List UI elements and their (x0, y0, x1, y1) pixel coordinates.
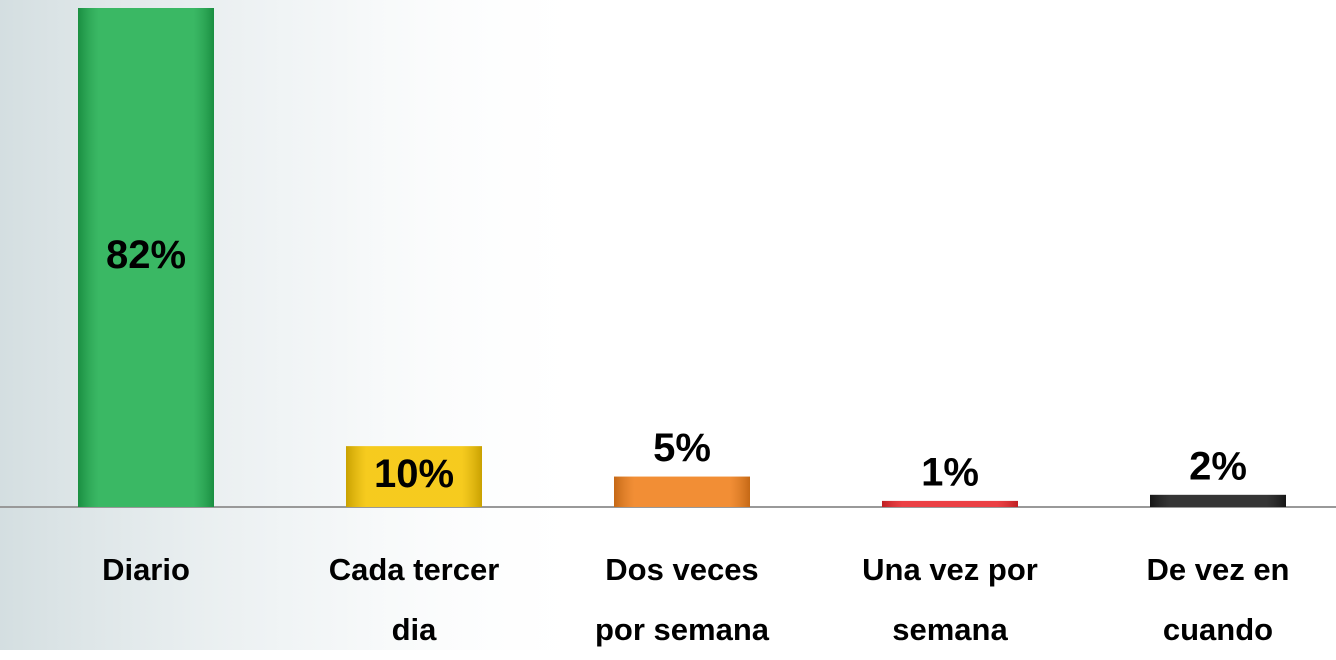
bar-shine (1150, 494, 1286, 507)
category-label: Dos veces por semana (594, 552, 769, 647)
value-label: 82% (106, 233, 186, 277)
bar-shine (346, 446, 482, 507)
bar-shine (882, 500, 1018, 507)
bar-shine (614, 476, 750, 507)
value-label: 2% (1189, 444, 1247, 488)
category-label: Diario (102, 552, 190, 587)
value-label: 5% (653, 426, 711, 470)
bar-shine (78, 8, 214, 507)
value-label: 10% (374, 452, 454, 496)
category-label: Una vez por semana (862, 552, 1038, 647)
category-label: De vez en cuando (1146, 552, 1290, 647)
category-label: Cada tercer dia (328, 552, 500, 647)
value-label: 1% (921, 450, 979, 494)
